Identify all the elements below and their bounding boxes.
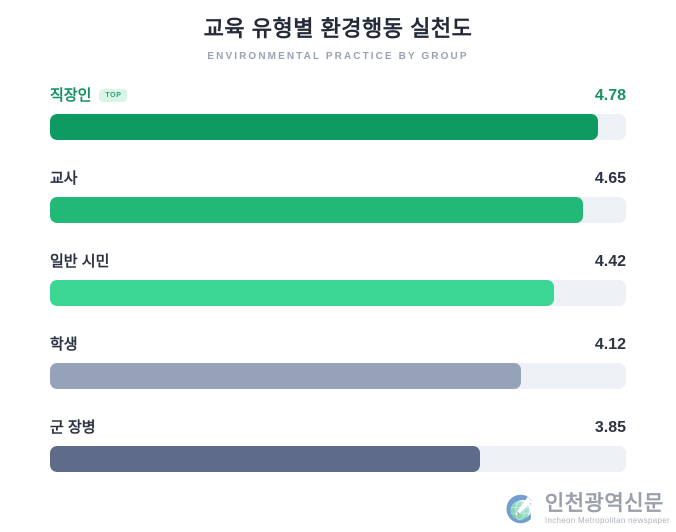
value-label: 4.78 [594,87,626,104]
bar-chart: 직장인 TOP 4.78 교사 4.65 일반 시민 4.42 학생 4.12 군 장병 3.85 [0,86,676,472]
bar-row-label-group: 군 장병 [50,418,96,438]
bar-fill [50,446,480,472]
bar-fill [50,197,583,223]
bar-track [50,197,626,223]
watermark: 인천광역신문 Incheon Metropolitan newspaper [500,490,670,528]
bar-row-label-group: 일반 시민 [50,252,109,272]
watermark-korean: 인천광역신문 [544,492,664,515]
bar-row: 일반 시민 4.42 [50,252,626,306]
bar-row-header: 학생 4.12 [50,335,626,355]
bar-fill [50,363,522,389]
category-label: 군 장병 [50,419,96,436]
page-title: 교육 유형별 환경행동 실천도 [203,16,473,41]
bar-fill [50,280,554,306]
watermark-english: Incheon Metropolitan newspaper [544,516,670,525]
bar-row-header: 군 장병 3.85 [50,418,626,438]
newspaper-logo-icon [500,490,538,528]
bar-row-label-group: 직장인 TOP [50,86,128,106]
bar-track [50,446,626,472]
category-label: 교사 [50,170,78,187]
bar-track [50,280,626,306]
page-subtitle: ENVIRONMENTAL PRACTICE BY GROUP [207,51,469,62]
bar-track [50,363,626,389]
bar-row: 교사 4.65 [50,169,626,223]
bar-fill [50,114,598,140]
category-label: 일반 시민 [50,253,110,270]
bar-row: 군 장병 3.85 [50,418,626,472]
bar-row: 직장인 TOP 4.78 [50,86,626,140]
category-label: 직장인 [50,87,92,104]
watermark-text: 인천광역신문 Incheon Metropolitan newspaper [545,493,670,525]
bar-track [50,114,626,140]
bar-row: 학생 4.12 [50,335,626,389]
value-label: 4.12 [594,336,626,353]
value-label: 4.42 [594,253,626,270]
bar-row-header: 교사 4.65 [50,169,626,189]
chart-header: 교육 유형별 환경행동 실천도 ENVIRONMENTAL PRACTICE B… [0,0,676,64]
value-label: 4.65 [594,170,626,187]
bar-row-label-group: 교사 [50,169,78,189]
value-label: 3.85 [594,419,626,436]
top-badge: TOP [99,88,128,102]
category-label: 학생 [50,336,78,353]
bar-row-header: 일반 시민 4.42 [50,252,626,272]
bar-row-header: 직장인 TOP 4.78 [50,86,626,106]
bar-row-label-group: 학생 [50,335,78,355]
